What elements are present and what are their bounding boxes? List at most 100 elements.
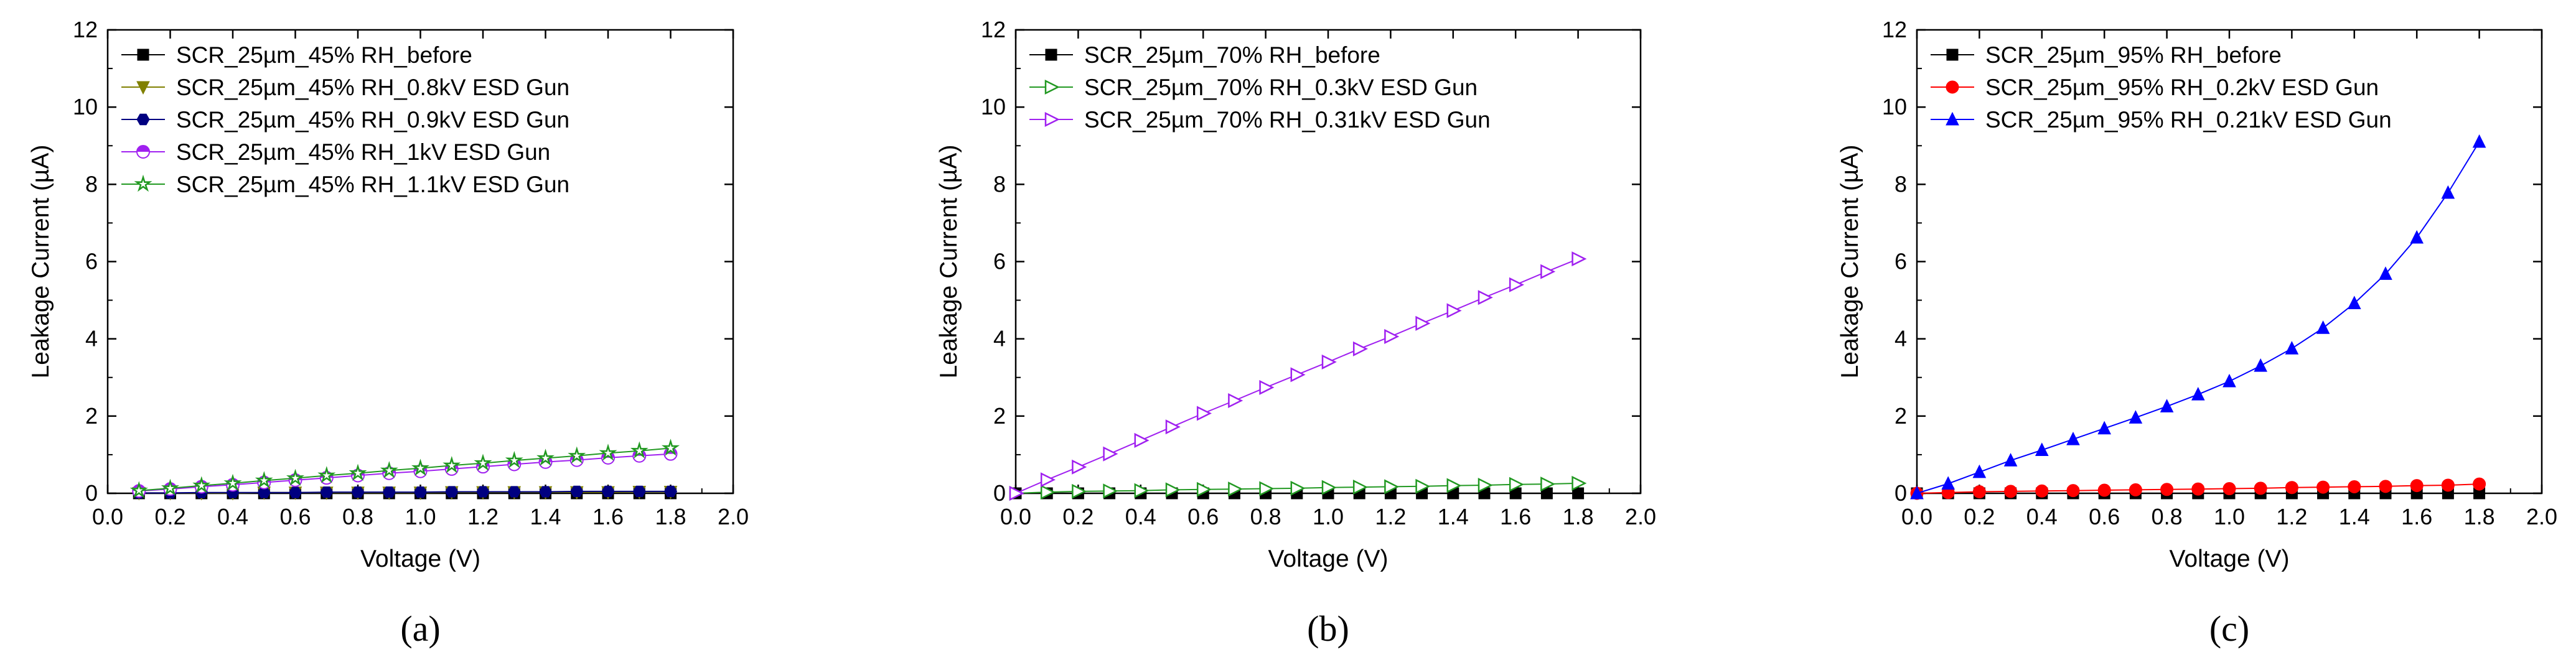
data-point — [2348, 480, 2361, 493]
series-5 — [129, 439, 680, 499]
legend-label: SCR_25µm_45% RH_1kV ESD Gun — [176, 139, 550, 165]
x-tick-label: 0.2 — [1062, 504, 1094, 529]
data-point — [2410, 479, 2424, 493]
data-point — [1134, 432, 1150, 448]
data-point — [2254, 481, 2267, 495]
data-point — [1072, 483, 1087, 499]
data-point — [2473, 477, 2486, 491]
x-tick-label: 0.6 — [279, 504, 311, 529]
data-point — [1415, 478, 1431, 494]
x-tick-label: 0.8 — [2152, 504, 2183, 529]
data-point — [1259, 379, 1275, 395]
data-point — [1478, 477, 1493, 493]
data-point — [1321, 480, 1337, 495]
data-point — [1540, 264, 1556, 279]
x-tick-label: 1.0 — [2214, 504, 2245, 529]
x-axis-label: Voltage (V) — [2170, 546, 2290, 572]
data-point — [538, 486, 553, 498]
y-tick-label: 0 — [1895, 480, 1907, 506]
x-tick-label: 1.0 — [1313, 504, 1344, 529]
data-point — [2004, 485, 2018, 498]
legend-marker — [1044, 111, 1060, 128]
x-tick-label: 0.6 — [2089, 504, 2120, 529]
x-tick-label: 0.4 — [217, 504, 248, 529]
data-point — [1072, 459, 1087, 475]
data-point — [1165, 419, 1181, 435]
data-point — [1972, 464, 1987, 478]
data-point — [1571, 475, 1587, 491]
data-point — [1259, 481, 1275, 496]
y-tick-label: 8 — [993, 171, 1006, 197]
x-tick-label: 1.6 — [592, 504, 624, 529]
data-point — [536, 449, 555, 466]
data-point — [630, 441, 649, 459]
x-tick-label: 1.8 — [2464, 504, 2495, 529]
x-tick-label: 0.8 — [1250, 504, 1281, 529]
legend-label: SCR_25µm_70% RH_before — [1084, 42, 1380, 68]
x-tick-label: 1.4 — [1438, 504, 1469, 529]
y-axis-label: Leakage Current (µA) — [935, 145, 962, 379]
y-tick-label: 6 — [993, 249, 1006, 274]
data-point — [382, 486, 396, 498]
panel-label: (a) — [400, 608, 440, 649]
x-tick-label: 0.4 — [2026, 504, 2058, 529]
y-tick-label: 4 — [1895, 326, 1907, 351]
data-point — [568, 446, 586, 464]
data-point — [2035, 484, 2049, 498]
data-point — [288, 486, 302, 498]
data-point — [1415, 315, 1431, 331]
x-tick-label: 1.8 — [1563, 504, 1594, 529]
data-point — [1228, 481, 1244, 497]
data-point — [2316, 320, 2330, 334]
data-point — [2160, 483, 2174, 496]
data-point — [2379, 266, 2392, 280]
data-point — [599, 444, 617, 461]
x-tick-label: 0.4 — [1125, 504, 1156, 529]
data-point — [192, 476, 211, 493]
data-point — [1040, 485, 1056, 500]
x-tick-label: 1.2 — [2276, 504, 2307, 529]
data-point — [1446, 478, 1462, 493]
data-point — [476, 486, 490, 498]
legend-marker — [136, 145, 150, 159]
y-tick-label: 4 — [85, 326, 98, 351]
data-point — [1040, 472, 1056, 488]
data-point — [380, 461, 398, 478]
data-point — [445, 486, 459, 498]
data-point — [1165, 482, 1181, 498]
y-tick-label: 10 — [73, 94, 98, 119]
data-point — [286, 468, 305, 486]
legend: SCR_25µm_95% RH_before SCR_25µm_95% RH_0.… — [1931, 42, 2392, 133]
data-point — [1290, 367, 1306, 383]
x-tick-label: 2.0 — [718, 504, 749, 529]
data-point — [2035, 442, 2049, 456]
x-tick-label: 0.0 — [1000, 504, 1031, 529]
y-tick-label: 8 — [1895, 171, 1907, 197]
y-tick-label: 6 — [1895, 249, 1907, 274]
data-point — [129, 481, 148, 499]
x-tick-label: 1.4 — [2339, 504, 2370, 529]
y-axis-label: Leakage Current (µA) — [1837, 145, 1863, 379]
data-point — [663, 485, 678, 498]
legend-label: SCR_25µm_70% RH_0.31kV ESD Gun — [1084, 107, 1491, 133]
data-point — [474, 453, 492, 471]
legend-marker — [1946, 49, 1959, 61]
x-tick-label: 1.6 — [1500, 504, 1531, 529]
data-point — [2441, 478, 2455, 492]
legend-marker — [137, 49, 149, 61]
data-point — [351, 486, 365, 498]
data-point — [1572, 487, 1585, 500]
data-point — [2285, 341, 2299, 355]
data-point — [2222, 482, 2236, 496]
x-tick-label: 0.0 — [92, 504, 123, 529]
series-line — [1916, 141, 2480, 494]
data-point — [2097, 483, 2111, 497]
data-point — [2254, 358, 2268, 372]
data-point — [2129, 483, 2142, 496]
legend-label: SCR_25µm_95% RH_0.21kV ESD Gun — [1985, 107, 2392, 133]
y-tick-label: 2 — [1895, 403, 1907, 429]
data-point — [223, 473, 242, 491]
x-tick-label: 0.0 — [1901, 504, 1932, 529]
data-point — [320, 486, 334, 498]
